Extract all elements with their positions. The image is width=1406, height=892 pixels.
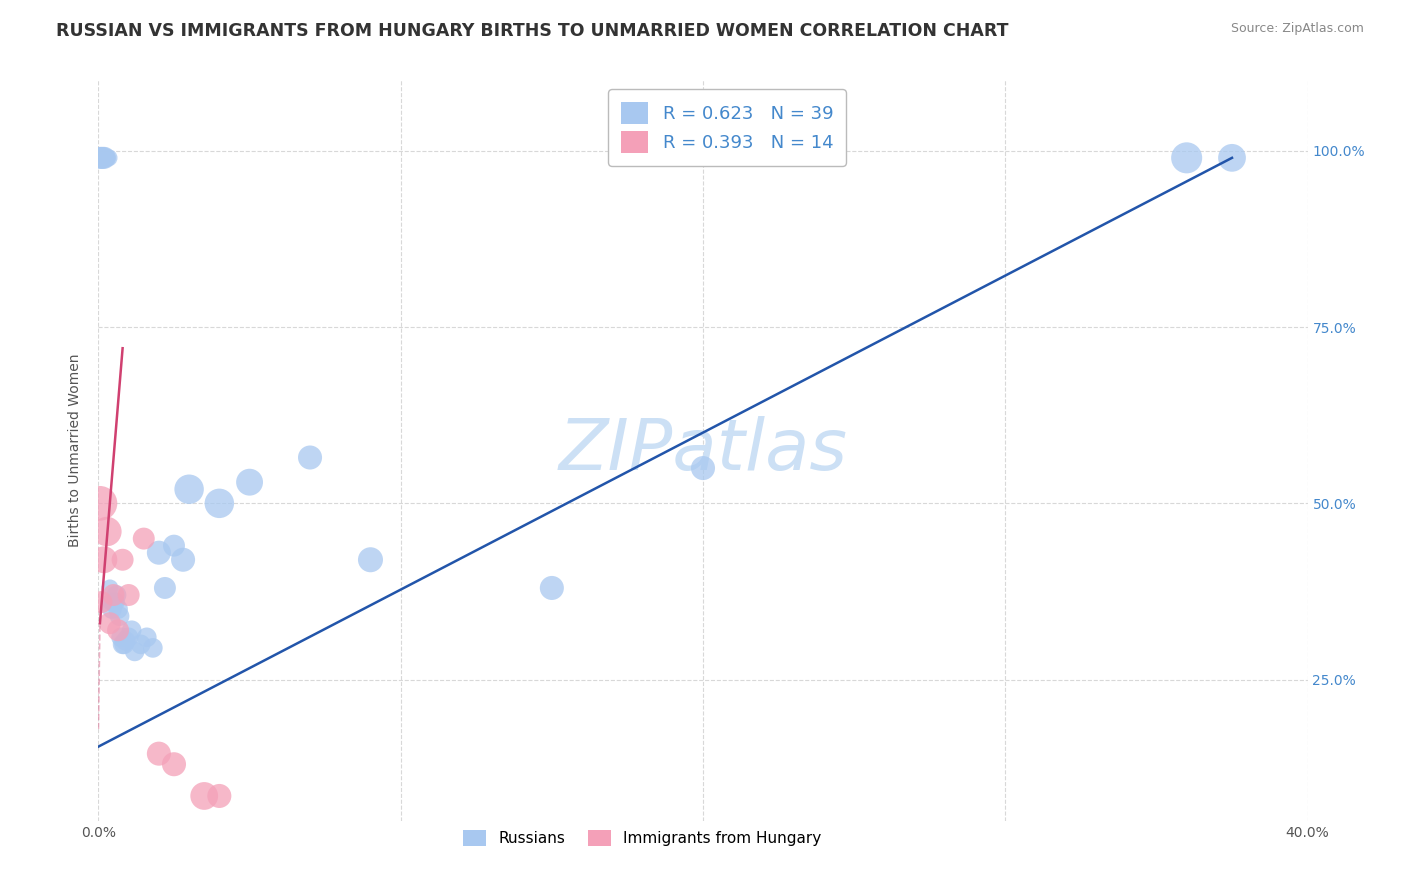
Text: ZIPatlas: ZIPatlas bbox=[558, 416, 848, 485]
Point bbox=[540, 581, 562, 595]
Point bbox=[179, 482, 201, 496]
Point bbox=[121, 624, 143, 638]
Legend: Russians, Immigrants from Hungary: Russians, Immigrants from Hungary bbox=[456, 822, 830, 854]
Point bbox=[124, 644, 146, 658]
Point bbox=[208, 789, 231, 803]
Point bbox=[111, 553, 134, 567]
Point bbox=[148, 546, 170, 560]
Point bbox=[112, 637, 135, 651]
Point bbox=[172, 553, 194, 567]
Point bbox=[101, 602, 124, 616]
Point bbox=[111, 637, 134, 651]
Point bbox=[105, 588, 128, 602]
Point bbox=[89, 496, 111, 510]
Point bbox=[193, 789, 215, 803]
Point bbox=[98, 616, 121, 631]
Point bbox=[104, 595, 127, 609]
Point bbox=[98, 151, 121, 165]
Point bbox=[118, 630, 141, 644]
Point bbox=[239, 475, 262, 490]
Point bbox=[1175, 151, 1198, 165]
Point bbox=[163, 539, 186, 553]
Point bbox=[91, 151, 114, 165]
Point bbox=[208, 496, 231, 510]
Point bbox=[93, 553, 115, 567]
Point bbox=[96, 151, 118, 165]
Point bbox=[1220, 151, 1243, 165]
Point bbox=[93, 151, 115, 165]
Point bbox=[132, 532, 155, 546]
Point bbox=[135, 630, 157, 644]
Point bbox=[96, 524, 118, 539]
Point bbox=[114, 633, 136, 648]
Text: RUSSIAN VS IMMIGRANTS FROM HUNGARY BIRTHS TO UNMARRIED WOMEN CORRELATION CHART: RUSSIAN VS IMMIGRANTS FROM HUNGARY BIRTH… bbox=[56, 22, 1008, 40]
Point bbox=[142, 640, 165, 655]
Point bbox=[108, 609, 131, 624]
Point bbox=[89, 151, 111, 165]
Point bbox=[103, 588, 125, 602]
Point bbox=[110, 630, 132, 644]
Point bbox=[163, 757, 186, 772]
Point bbox=[90, 595, 112, 609]
Point bbox=[360, 553, 382, 567]
Point bbox=[98, 581, 121, 595]
Text: Source: ZipAtlas.com: Source: ZipAtlas.com bbox=[1230, 22, 1364, 36]
Point bbox=[107, 602, 129, 616]
Point bbox=[94, 151, 117, 165]
Point bbox=[118, 588, 141, 602]
Point bbox=[692, 461, 714, 475]
Point bbox=[129, 637, 152, 651]
Point bbox=[148, 747, 170, 761]
Point bbox=[107, 624, 129, 638]
Point bbox=[90, 151, 112, 165]
Point bbox=[100, 595, 122, 609]
Point bbox=[103, 595, 125, 609]
Point bbox=[153, 581, 176, 595]
Point bbox=[299, 450, 322, 465]
Point bbox=[94, 151, 117, 165]
Y-axis label: Births to Unmarried Women: Births to Unmarried Women bbox=[69, 354, 83, 547]
